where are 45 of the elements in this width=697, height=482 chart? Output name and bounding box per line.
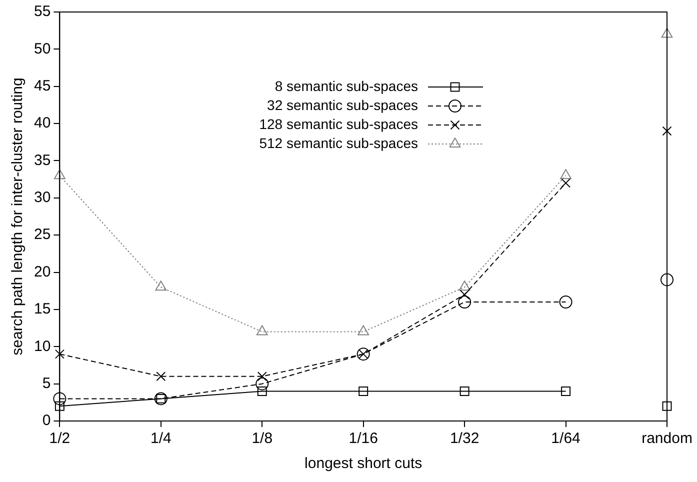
point (560, 169, 572, 180)
x-tick-label: 1/4 (150, 430, 172, 448)
point (54, 169, 66, 180)
y-tick-label: 15 (34, 300, 51, 318)
point (561, 386, 571, 396)
point (460, 386, 470, 396)
point (460, 290, 470, 300)
x-tick-label: 1/64 (551, 430, 580, 448)
y-tick-label: 45 (34, 78, 51, 95)
point (256, 377, 269, 390)
point (256, 325, 268, 336)
legend-label: 128 semantic sub-spaces (259, 116, 418, 132)
y-tick-label: 50 (34, 40, 51, 58)
y-tick-label: 30 (34, 189, 51, 206)
legend-label: 32 semantic sub-spaces (267, 96, 418, 113)
point (53, 392, 66, 406)
x-tick-label: 1/16 (348, 430, 378, 448)
y-tick-label: 10 (34, 338, 51, 355)
y-tick-label: 55 (34, 3, 51, 20)
point (458, 280, 470, 291)
point (257, 372, 267, 382)
y-tick-label: 25 (34, 226, 51, 244)
point (54, 349, 64, 359)
x-axis-title: longest short cuts (304, 455, 422, 472)
x-tick-label: 1/32 (450, 430, 480, 448)
y-tick-label: 20 (34, 263, 51, 280)
y-tick-label: 5 (42, 374, 51, 392)
point (358, 386, 368, 396)
point (156, 372, 166, 382)
y-axis-title: search path length for inter-cluster routing (9, 78, 26, 356)
legend-label: 8 semantic sub-spaces (274, 78, 418, 94)
point (54, 401, 64, 411)
y-tick-label: 35 (34, 152, 51, 169)
legend-label: 512 semantic sub-spaces (259, 134, 418, 151)
y-tick-label: 0 (42, 412, 51, 430)
y-tick-label: 40 (34, 114, 51, 132)
point (458, 296, 472, 309)
point (559, 296, 572, 309)
point (257, 386, 267, 396)
x-tick-label: 1/8 (252, 430, 273, 448)
point (155, 280, 167, 291)
point (358, 325, 370, 336)
point (561, 178, 571, 188)
x-tick-label: random (642, 430, 692, 448)
x-tick-label: 1/2 (49, 430, 70, 448)
